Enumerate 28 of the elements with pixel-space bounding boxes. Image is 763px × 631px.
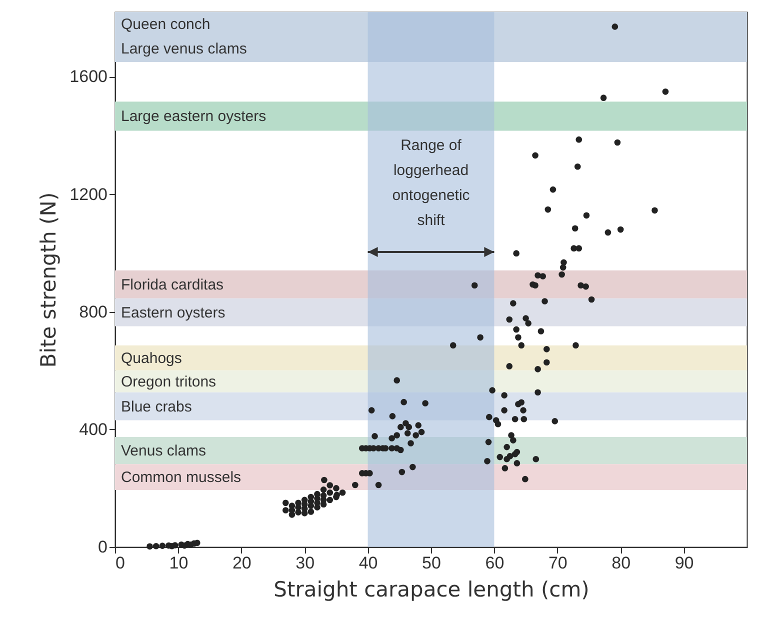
band-label: Florida carditas — [121, 276, 224, 294]
y-tick-label: 0 — [98, 538, 108, 556]
band-label: Queen conch — [121, 16, 210, 33]
band-label: Blue crabs — [121, 398, 192, 416]
band-label: Quahogs — [121, 350, 182, 367]
x-tick-label: 90 — [674, 554, 694, 572]
y-tick-label: 400 — [79, 420, 108, 439]
y-tick-label: 1600 — [70, 67, 108, 86]
x-axis-title: Straight carapace length (cm) — [274, 578, 590, 602]
x-tick-label: 60 — [485, 554, 504, 572]
y-axis-title: Bite strength (N) — [36, 192, 61, 368]
y-tick-label: 800 — [79, 302, 108, 322]
band-label: Venus clams — [121, 442, 206, 460]
band-label: Large venus clams — [121, 40, 247, 58]
x-tick-label: 30 — [296, 554, 315, 572]
band-label: Oregon tritons — [121, 373, 216, 390]
band-label: Range of loggerhead ontogenetic shift — [392, 137, 470, 229]
x-tick-label: 70 — [548, 554, 568, 572]
x-tick-label: 20 — [232, 554, 252, 572]
x-tick-label: 10 — [169, 554, 188, 572]
band-label: Large eastern oysters — [121, 108, 266, 126]
x-tick-label: 40 — [358, 554, 378, 572]
x-tick-label: 0 — [116, 554, 125, 572]
y-tick-label: 1200 — [70, 184, 108, 204]
x-tick-label: 50 — [422, 554, 441, 572]
band-label: Common mussels — [121, 469, 242, 486]
x-tick-label: 80 — [612, 554, 631, 572]
band-label: Eastern oysters — [121, 304, 226, 322]
